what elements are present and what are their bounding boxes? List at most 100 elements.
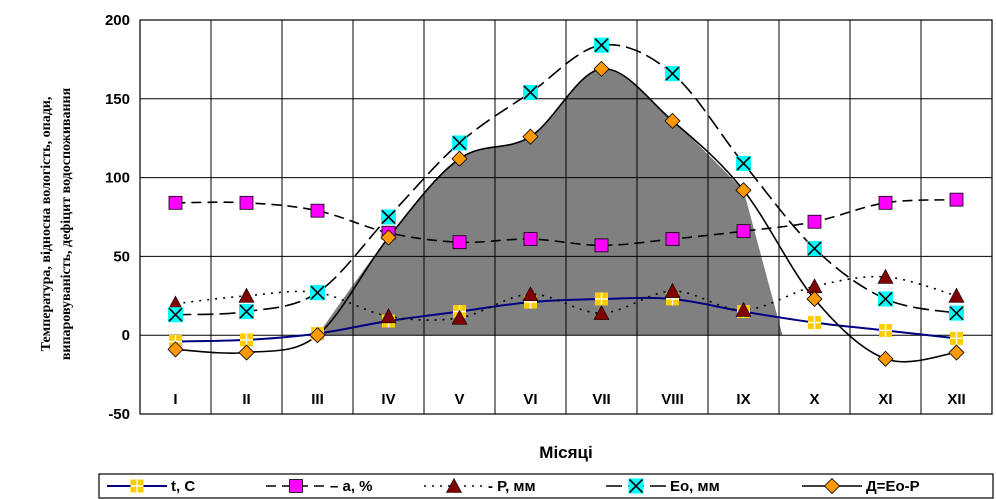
y-tick-label: 100 xyxy=(105,170,130,187)
legend-marker xyxy=(289,479,303,493)
x-tick-label: VIII xyxy=(661,391,684,408)
legend-item: t, C xyxy=(107,478,195,495)
data-point xyxy=(523,84,538,100)
x-tick-label: IV xyxy=(381,391,395,408)
deficit-area-layer xyxy=(317,68,783,336)
data-point xyxy=(664,282,681,298)
marker-plus xyxy=(808,316,821,330)
marker-plus xyxy=(950,331,963,345)
x-tick-labels: I II III IV V VI VII VIII IX X XI XII xyxy=(173,391,965,408)
x-tick-label: I xyxy=(173,391,177,408)
data-point xyxy=(877,350,894,367)
legend-marker xyxy=(628,478,644,494)
legend-marker xyxy=(445,477,463,493)
legend-label: – а, % xyxy=(330,478,373,495)
series-markers xyxy=(167,37,965,367)
y-tick-label: -50 xyxy=(108,406,130,423)
data-point xyxy=(593,305,610,320)
marker-cross xyxy=(239,304,254,319)
legend-item: Ео, мм xyxy=(606,478,720,495)
data-point xyxy=(310,203,325,218)
marker-plus xyxy=(240,333,253,347)
data-point xyxy=(239,304,254,320)
marker-cross xyxy=(452,135,467,150)
legend-marker xyxy=(130,479,144,493)
data-point xyxy=(878,291,893,307)
marker-plus xyxy=(595,292,608,306)
marker-cross xyxy=(807,241,822,256)
data-point xyxy=(877,268,894,284)
data-point xyxy=(806,278,823,294)
legend-label: t, C xyxy=(171,478,195,495)
data-point xyxy=(665,66,680,82)
legend: t, C – а, % - Р, мм Ео, мм Д=Ео-Р xyxy=(98,473,994,499)
legend-marker xyxy=(823,477,841,495)
y-axis-label: Температура, відносна вологість, опади, … xyxy=(39,87,74,360)
y-tick-label: 150 xyxy=(105,91,130,108)
data-point xyxy=(594,37,609,53)
data-point xyxy=(451,309,468,325)
marker-plus xyxy=(879,323,892,337)
data-point xyxy=(238,344,255,361)
data-point xyxy=(309,327,326,344)
data-point xyxy=(735,182,752,199)
x-tick-label: X xyxy=(809,391,819,408)
data-point xyxy=(238,287,255,303)
marker-cross xyxy=(878,291,893,307)
data-point xyxy=(310,285,325,301)
x-tick-label: II xyxy=(242,391,250,408)
data-point xyxy=(522,128,539,145)
data-point xyxy=(594,238,609,253)
legend-label: - Р, мм xyxy=(488,478,536,495)
data-point xyxy=(806,290,823,308)
data-point xyxy=(808,316,821,330)
x-tick-label: IX xyxy=(736,391,750,408)
plot-frame xyxy=(139,19,993,415)
data-point xyxy=(240,333,253,347)
marker-cross xyxy=(381,209,396,225)
data-point xyxy=(168,307,183,323)
x-axis-label: Місяці xyxy=(539,443,592,462)
x-tick-label: V xyxy=(454,391,464,408)
x-tick-label: III xyxy=(311,391,324,408)
data-point xyxy=(451,150,468,167)
y-axis-label-line2: випаровуваність, дефіцит водоспоживання xyxy=(59,87,74,360)
plot-border xyxy=(139,19,993,415)
marker-cross xyxy=(665,66,680,81)
marker-cross xyxy=(736,156,751,171)
data-point xyxy=(950,331,963,345)
data-point xyxy=(807,241,822,257)
marker-cross xyxy=(949,306,964,321)
data-point xyxy=(380,308,397,324)
data-point xyxy=(807,214,822,229)
x-tick-label: VII xyxy=(592,391,610,408)
data-point xyxy=(452,235,467,250)
data-point xyxy=(735,301,752,317)
x-tick-label: XII xyxy=(947,391,965,408)
deficit-area xyxy=(317,68,783,336)
legend-item: – а, % xyxy=(266,478,373,495)
y-axis-label-line1: Температура, відносна вологість, опади, xyxy=(39,97,54,352)
legend-label: Д=Ео-Р xyxy=(866,478,920,495)
y-tick-labels: -50 0 50 100 150 200 xyxy=(105,12,130,423)
data-point xyxy=(523,232,538,246)
data-point xyxy=(381,209,396,225)
data-point xyxy=(522,286,539,302)
data-point xyxy=(593,60,610,77)
y-tick-label: 0 xyxy=(122,327,130,344)
data-point xyxy=(664,112,681,129)
legend-item: Д=Ео-Р xyxy=(802,477,920,495)
marker-cross xyxy=(523,85,538,100)
marker-cross xyxy=(310,285,325,300)
data-point xyxy=(948,287,965,303)
data-point xyxy=(239,195,254,210)
data-point xyxy=(168,195,183,210)
data-point xyxy=(736,155,751,171)
x-tick-label: VI xyxy=(523,391,537,408)
data-point xyxy=(736,224,751,239)
marker-plus xyxy=(130,479,144,493)
data-point xyxy=(167,341,184,358)
data-point xyxy=(595,292,608,306)
data-point xyxy=(949,305,964,321)
